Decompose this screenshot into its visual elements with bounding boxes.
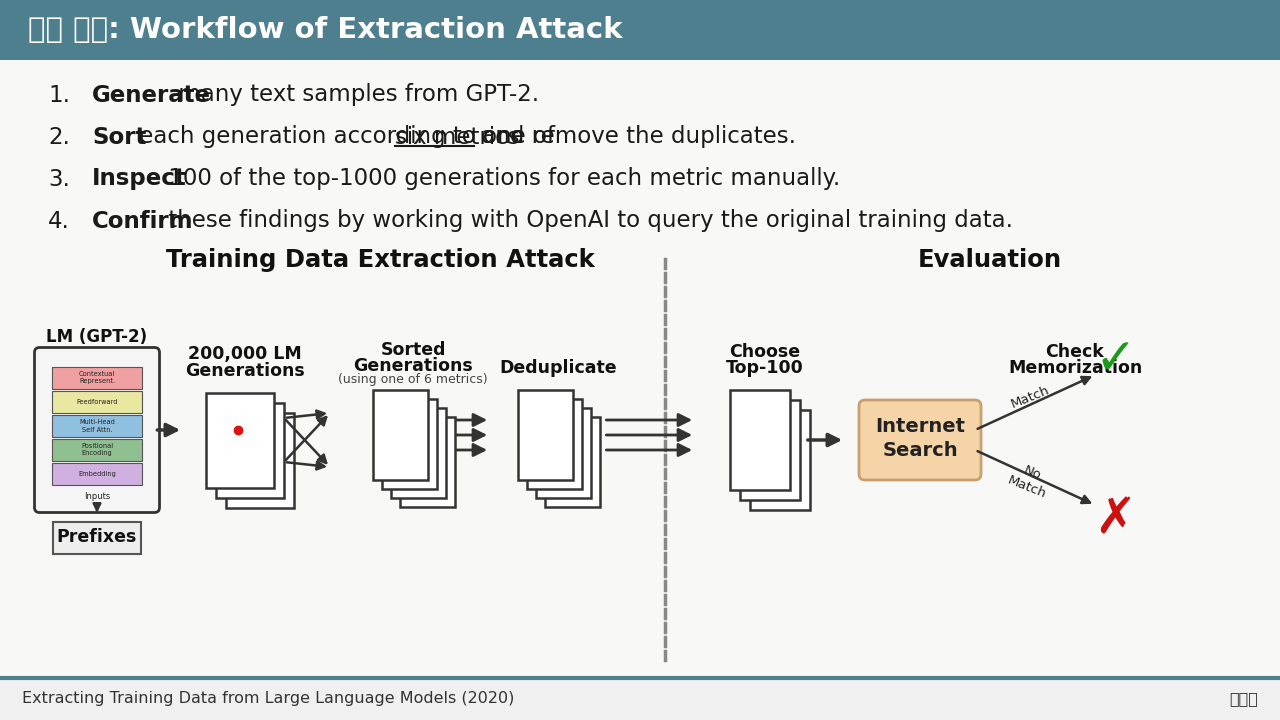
Text: Feedforward: Feedforward — [77, 399, 118, 405]
Text: 200,000 LM: 200,000 LM — [188, 346, 302, 364]
FancyBboxPatch shape — [740, 400, 800, 500]
FancyBboxPatch shape — [517, 390, 572, 480]
FancyBboxPatch shape — [381, 399, 436, 489]
Text: Sorted: Sorted — [380, 341, 445, 359]
FancyBboxPatch shape — [52, 521, 141, 554]
Text: Choose: Choose — [730, 343, 800, 361]
FancyBboxPatch shape — [206, 392, 274, 487]
Text: Top-100: Top-100 — [726, 359, 804, 377]
Text: ✓: ✓ — [1094, 336, 1135, 384]
Bar — [0, 0, 1280, 60]
Text: ✗: ✗ — [1094, 496, 1135, 544]
Text: Match: Match — [1009, 384, 1051, 411]
FancyBboxPatch shape — [227, 413, 294, 508]
Text: Inputs: Inputs — [84, 492, 110, 501]
Text: these findings by working with OpenAI to query the original training data.: these findings by working with OpenAI to… — [161, 210, 1014, 233]
Text: Deduplicate: Deduplicate — [499, 359, 617, 377]
Text: 나동빈: 나동빈 — [1229, 691, 1258, 706]
Text: 3.: 3. — [49, 168, 70, 191]
Text: Prefixes: Prefixes — [56, 528, 137, 546]
Text: many text samples from GPT-2.: many text samples from GPT-2. — [172, 84, 539, 107]
Text: Inspect: Inspect — [92, 168, 187, 191]
FancyBboxPatch shape — [52, 463, 142, 485]
Text: 100 of the top-1000 generations for each metric manually.: 100 of the top-1000 generations for each… — [161, 168, 841, 191]
Bar — [0, 678, 1280, 720]
FancyBboxPatch shape — [399, 417, 454, 507]
Text: Generations: Generations — [353, 357, 472, 375]
Text: Positional
Encoding: Positional Encoding — [81, 444, 113, 456]
FancyBboxPatch shape — [35, 348, 160, 513]
FancyBboxPatch shape — [390, 408, 445, 498]
FancyBboxPatch shape — [52, 391, 142, 413]
FancyBboxPatch shape — [526, 399, 581, 489]
Text: Internet: Internet — [876, 418, 965, 436]
Text: Confirm: Confirm — [92, 210, 193, 233]
FancyBboxPatch shape — [859, 400, 980, 480]
Text: No
Match: No Match — [1006, 460, 1053, 501]
Text: 4.: 4. — [49, 210, 70, 233]
FancyBboxPatch shape — [535, 408, 590, 498]
Text: Extracting Training Data from Large Language Models (2020): Extracting Training Data from Large Lang… — [22, 691, 515, 706]
FancyBboxPatch shape — [750, 410, 810, 510]
Text: 1.: 1. — [49, 84, 70, 107]
Text: Multi-Head
Self Attn.: Multi-Head Self Attn. — [79, 420, 115, 433]
Text: LM (GPT-2): LM (GPT-2) — [46, 328, 147, 346]
FancyBboxPatch shape — [52, 367, 142, 389]
Text: 2.: 2. — [49, 125, 70, 148]
Text: Embedding: Embedding — [78, 471, 116, 477]
Text: Sort: Sort — [92, 125, 146, 148]
Text: Contextual
Represent.: Contextual Represent. — [79, 372, 115, 384]
Text: Generations: Generations — [186, 361, 305, 379]
FancyBboxPatch shape — [216, 402, 284, 498]
FancyBboxPatch shape — [52, 415, 142, 437]
Text: Generate: Generate — [92, 84, 211, 107]
Text: 실험 환경: Workflow of Extraction Attack: 실험 환경: Workflow of Extraction Attack — [28, 16, 622, 44]
FancyBboxPatch shape — [730, 390, 790, 490]
Text: Search: Search — [882, 441, 957, 461]
Text: Memorization: Memorization — [1007, 359, 1142, 377]
Text: Check: Check — [1046, 343, 1105, 361]
Text: and remove the duplicates.: and remove the duplicates. — [474, 125, 796, 148]
Text: Training Data Extraction Attack: Training Data Extraction Attack — [165, 248, 594, 272]
FancyBboxPatch shape — [52, 439, 142, 461]
Text: (using one of 6 metrics): (using one of 6 metrics) — [338, 374, 488, 387]
Text: each generation according to one of: each generation according to one of — [132, 125, 562, 148]
FancyBboxPatch shape — [372, 390, 428, 480]
Text: six metrics: six metrics — [396, 125, 520, 148]
FancyBboxPatch shape — [544, 417, 599, 507]
Text: Evaluation: Evaluation — [918, 248, 1062, 272]
